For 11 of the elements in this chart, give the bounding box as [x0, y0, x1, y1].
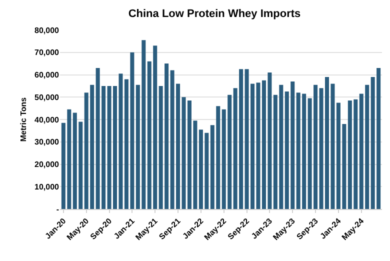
y-tick-label: 20,000: [34, 160, 60, 170]
y-tick-label: 50,000: [34, 92, 60, 102]
y-tick-label: 10,000: [34, 182, 60, 192]
y-tick-label: 70,000: [34, 48, 60, 58]
y-tick-label: 80,000: [34, 26, 60, 35]
y-tick-label: 30,000: [34, 138, 60, 147]
y-tick-label: 60,000: [34, 70, 60, 80]
y-tick-label: -: [56, 204, 60, 214]
y-tick-label: 40,000: [34, 115, 60, 124]
chart-title: China Low Protein Whey Imports: [128, 8, 301, 20]
y-axis-title: Metric Tons: [19, 96, 28, 142]
